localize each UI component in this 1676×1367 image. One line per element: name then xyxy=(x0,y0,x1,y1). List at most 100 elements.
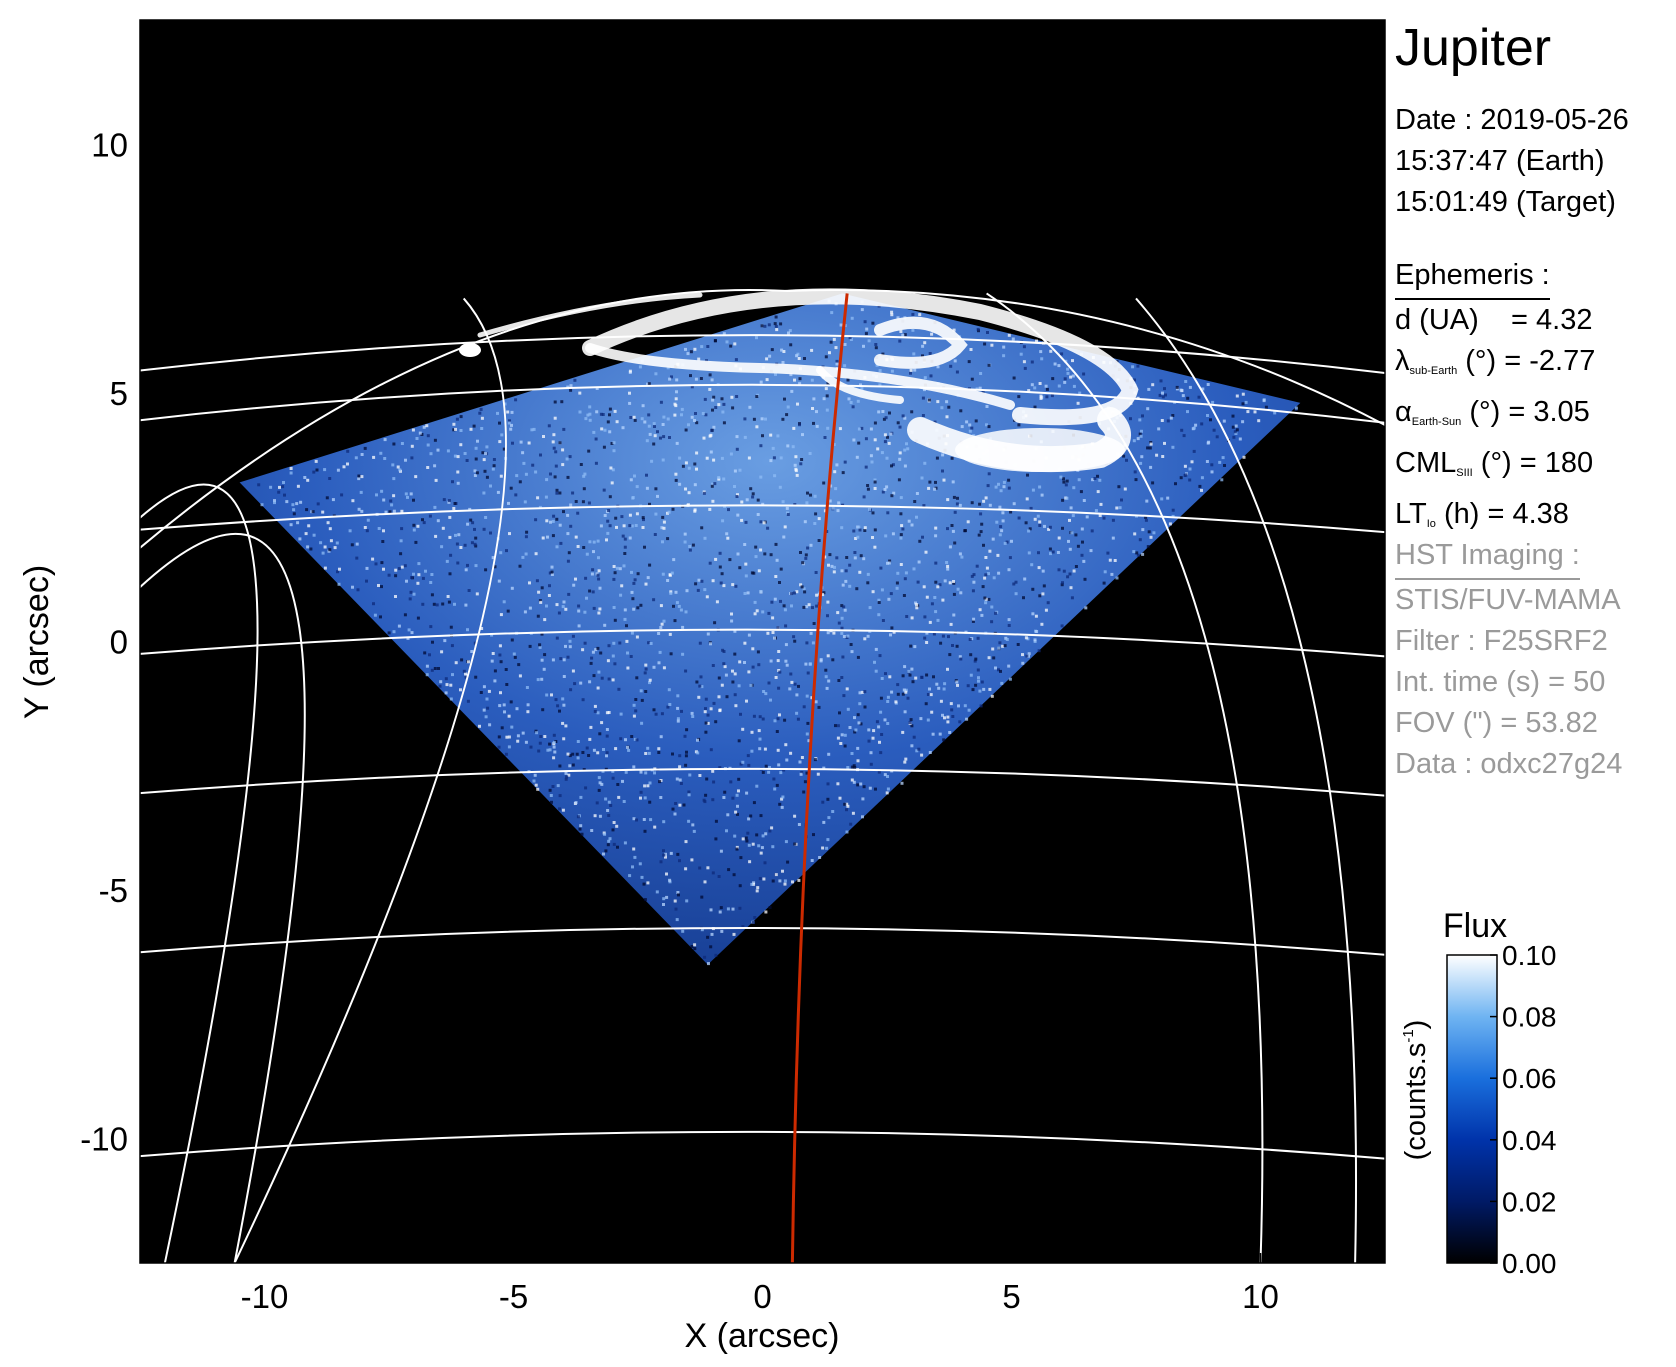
noise-speck xyxy=(460,658,464,662)
noise-speck xyxy=(705,359,708,363)
noise-speck xyxy=(659,796,663,799)
noise-speck xyxy=(459,546,463,549)
noise-speck xyxy=(686,352,690,356)
noise-speck xyxy=(633,737,637,741)
noise-speck xyxy=(869,762,873,766)
noise-speck xyxy=(774,372,777,376)
noise-speck xyxy=(440,545,444,549)
noise-speck xyxy=(1063,377,1067,381)
noise-speck xyxy=(562,737,566,741)
noise-speck xyxy=(1096,490,1100,494)
noise-speck xyxy=(765,357,769,361)
noise-speck xyxy=(435,603,439,607)
noise-speck xyxy=(582,487,586,491)
noise-speck xyxy=(923,615,927,619)
noise-speck xyxy=(808,452,812,455)
noise-speck xyxy=(283,493,286,497)
noise-speck xyxy=(901,674,905,678)
noise-speck xyxy=(755,395,759,398)
noise-speck xyxy=(414,540,418,544)
noise-speck xyxy=(632,415,636,419)
noise-speck xyxy=(941,713,944,717)
noise-speck xyxy=(894,700,898,704)
noise-speck xyxy=(418,431,422,435)
noise-speck xyxy=(688,545,692,548)
noise-speck xyxy=(758,747,762,751)
noise-speck xyxy=(355,542,359,546)
noise-speck xyxy=(425,664,429,668)
noise-speck xyxy=(722,402,726,406)
noise-speck xyxy=(884,534,888,538)
noise-speck xyxy=(575,752,579,756)
noise-speck xyxy=(438,684,442,688)
noise-speck xyxy=(582,768,586,772)
noise-speck xyxy=(881,410,885,413)
noise-speck xyxy=(379,615,382,619)
noise-speck xyxy=(500,433,504,437)
noise-speck xyxy=(662,619,666,623)
noise-speck xyxy=(323,566,327,570)
noise-speck xyxy=(669,851,673,855)
noise-speck xyxy=(1062,477,1065,481)
noise-speck xyxy=(1094,509,1098,513)
noise-speck xyxy=(795,354,799,358)
noise-speck xyxy=(735,793,739,797)
noise-speck xyxy=(858,702,862,706)
noise-speck xyxy=(372,602,375,606)
noise-speck xyxy=(662,903,665,906)
noise-speck xyxy=(886,435,889,439)
noise-speck xyxy=(321,510,325,514)
noise-speck xyxy=(785,413,789,417)
noise-speck xyxy=(641,516,645,520)
noise-speck xyxy=(558,523,562,527)
noise-speck xyxy=(375,493,378,497)
noise-speck xyxy=(836,509,840,513)
noise-speck xyxy=(720,456,724,460)
central-meridian-line xyxy=(790,293,849,1263)
noise-speck xyxy=(545,478,549,482)
noise-speck xyxy=(1057,384,1061,388)
noise-speck xyxy=(612,577,616,581)
noise-speck xyxy=(696,588,700,592)
noise-speck xyxy=(516,739,520,743)
noise-speck xyxy=(703,397,707,401)
noise-speck xyxy=(899,330,903,333)
noise-speck xyxy=(792,426,796,430)
noise-speck xyxy=(646,576,650,580)
noise-speck xyxy=(661,458,665,462)
noise-speck xyxy=(890,464,893,468)
noise-speck xyxy=(736,804,739,808)
noise-speck xyxy=(878,369,882,373)
noise-speck xyxy=(559,541,563,545)
noise-speck xyxy=(629,655,633,658)
noise-speck xyxy=(1082,372,1086,376)
noise-speck xyxy=(733,342,737,346)
noise-speck xyxy=(1060,352,1064,356)
noise-speck xyxy=(486,706,490,710)
noise-speck xyxy=(285,500,289,504)
noise-speck xyxy=(794,467,798,471)
noise-speck xyxy=(1030,383,1034,387)
noise-speck xyxy=(315,468,319,472)
noise-speck xyxy=(868,786,872,790)
noise-speck xyxy=(602,852,605,856)
noise-speck xyxy=(797,878,801,882)
noise-speck xyxy=(875,363,879,367)
noise-speck xyxy=(1141,414,1144,418)
noise-speck xyxy=(510,586,514,590)
noise-speck xyxy=(624,770,628,774)
noise-speck xyxy=(906,696,910,700)
noise-speck xyxy=(669,652,673,656)
noise-speck xyxy=(617,687,621,691)
noise-speck xyxy=(903,416,907,420)
noise-speck xyxy=(1136,553,1140,557)
noise-speck xyxy=(577,604,581,608)
noise-speck xyxy=(690,945,694,948)
noise-speck xyxy=(360,509,364,513)
noise-speck xyxy=(791,880,794,884)
noise-speck xyxy=(630,735,634,738)
noise-speck xyxy=(747,633,751,637)
noise-speck xyxy=(633,474,636,478)
noise-speck xyxy=(802,587,806,591)
noise-speck xyxy=(862,344,865,348)
